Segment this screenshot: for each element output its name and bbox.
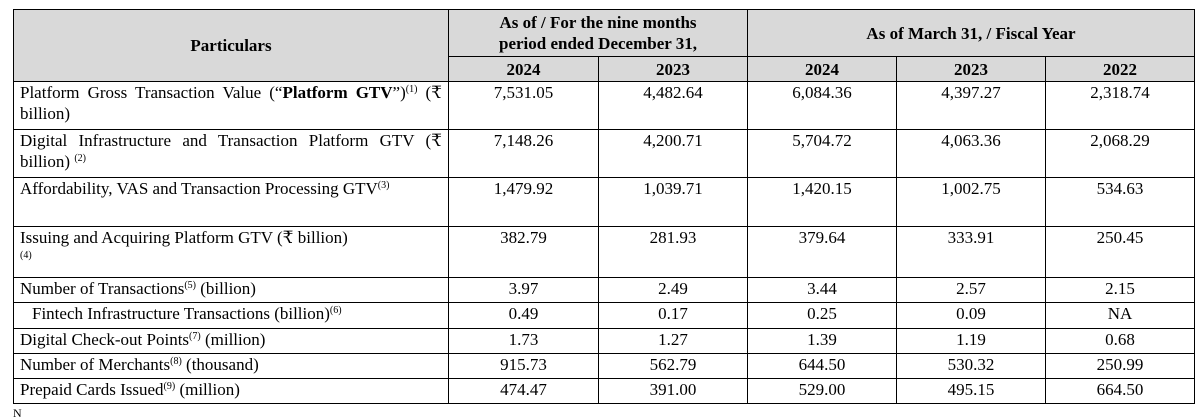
table-row: Digital Check-out Points(7) (million) 1.7… [13, 328, 1196, 354]
value-cell: 4,063.36 [896, 129, 1046, 178]
value-cell: 382.79 [448, 226, 599, 278]
year-header: 2023 [598, 56, 748, 82]
row-label-label-a: Number of Merchants [20, 355, 171, 374]
year-header: 2024 [448, 56, 599, 82]
value-cell: 2.49 [598, 277, 748, 303]
value-cell: NA [1044, 302, 1196, 329]
row-label: Affordability, VAS and Transaction Proce… [13, 177, 449, 227]
value-cell: 0.25 [747, 302, 897, 329]
value-cell: 0.17 [598, 302, 748, 329]
row-label-sup: (7) [189, 331, 201, 342]
year-header: 2022 [1044, 56, 1196, 82]
row-label-label-a: Digital Check-out Points [20, 330, 190, 349]
row-label: Fintech Infrastructure Transactions (bil… [13, 302, 449, 329]
value-cell: 333.91 [896, 226, 1046, 278]
value-cell: 281.93 [598, 226, 748, 278]
row-label-label-a: Fintech Infrastructure Transactions (bil… [32, 304, 330, 323]
row-label: Issuing and Acquiring Platform GTV (₹ bi… [13, 226, 449, 278]
year-header: 2023 [896, 56, 1046, 82]
value-cell: 0.09 [896, 302, 1046, 329]
table-row: Fintech Infrastructure Transactions (bil… [13, 302, 1196, 329]
value-cell: 4,200.71 [598, 129, 748, 178]
value-cell: 529.00 [747, 378, 897, 404]
value-cell: 4,482.64 [598, 81, 748, 130]
row-label-label-c: (billion) [196, 279, 256, 298]
trailing-note: N [13, 406, 22, 420]
table-row: Number of Transactions(5) (billion) 3.97 2… [13, 277, 1196, 303]
row-label: Number of Merchants(8) (thousand) [13, 353, 449, 379]
value-cell: 7,148.26 [448, 129, 599, 178]
value-cell: 250.45 [1044, 226, 1196, 278]
row-label-label-a: Platform Gross Transaction Value (“ [20, 83, 283, 102]
row-label-label-bold: Platform GTV [282, 83, 393, 102]
row-label-sup: (3) [377, 180, 390, 191]
row-label: Number of Transactions(5) (billion) [13, 277, 449, 303]
row-label: Prepaid Cards Issued(9) (million) [13, 378, 449, 404]
value-cell: 1,002.75 [896, 177, 1046, 227]
row-label: Digital Infrastructure and Transaction P… [13, 129, 449, 178]
value-cell: 6,084.36 [747, 81, 897, 130]
row-label-label-b: ”) [392, 83, 406, 102]
table-row: Affordability, VAS and Transaction Proce… [13, 177, 1196, 227]
value-cell: 2.15 [1044, 277, 1196, 303]
row-label-foot: (4) [20, 250, 32, 261]
value-cell: 1.19 [896, 328, 1046, 354]
row-label: Digital Check-out Points(7) (million) [13, 328, 449, 354]
value-cell: 0.68 [1044, 328, 1196, 354]
value-cell: 1,479.92 [448, 177, 599, 227]
table-row: Platform Gross Transaction Value (“Platf… [13, 81, 1196, 130]
row-label-sup: (2) [74, 153, 86, 164]
table-row: Prepaid Cards Issued(9) (million) 474.47 3… [13, 378, 1196, 404]
value-cell: 5,704.72 [747, 129, 897, 178]
value-cell: 1.27 [598, 328, 748, 354]
row-label-sup: (5) [184, 280, 196, 291]
value-cell: 915.73 [448, 353, 599, 379]
year-header: 2024 [747, 56, 897, 82]
value-cell: 474.47 [448, 378, 599, 404]
row-label-label-c: (million) [175, 380, 240, 399]
value-cell: 0.49 [448, 302, 599, 329]
row-label-label-a: Number of Transactions [20, 279, 185, 298]
value-cell: 1,039.71 [598, 177, 748, 227]
value-cell: 391.00 [598, 378, 748, 404]
row-label-label-c: (thousand) [181, 355, 259, 374]
value-cell: 664.50 [1044, 378, 1196, 404]
value-cell: 530.32 [896, 353, 1046, 379]
row-label-label-a: Prepaid Cards Issued [20, 380, 164, 399]
value-cell: 2,068.29 [1044, 129, 1196, 178]
row-label-sup: (6) [329, 305, 342, 316]
row-label-label-c: (₹ billion) [20, 83, 443, 123]
nine-months-group-header: As of / For the nine months period ended … [448, 9, 748, 57]
value-cell: 7,531.05 [448, 81, 599, 130]
row-label: Platform Gross Transaction Value (“Platf… [13, 81, 449, 130]
table-row: Digital Infrastructure and Transaction P… [13, 129, 1196, 178]
row-label-label-a: Digital Infrastructure and Transaction P… [20, 131, 442, 171]
row-label-sup: (8) [170, 356, 182, 367]
value-cell: 250.99 [1044, 353, 1196, 379]
value-cell: 495.15 [896, 378, 1046, 404]
metrics-table: Particulars As of / For the nine months p… [13, 9, 1196, 404]
value-cell: 644.50 [747, 353, 897, 379]
value-cell: 562.79 [598, 353, 748, 379]
table-row: Number of Merchants(8) (thousand) 915.73 5… [13, 353, 1196, 379]
value-cell: 3.97 [448, 277, 599, 303]
row-label-label-a: Affordability, VAS and Transaction Proce… [20, 179, 378, 198]
value-cell: 2,318.74 [1044, 81, 1196, 130]
value-cell: 1.39 [747, 328, 897, 354]
value-cell: 4,397.27 [896, 81, 1046, 130]
value-cell: 379.64 [747, 226, 897, 278]
row-label-sup: (1) [405, 84, 418, 95]
row-label-label-c: (million) [200, 330, 266, 349]
row-label-label-a: Issuing and Acquiring Platform GTV (₹ bi… [20, 228, 348, 247]
row-label-sup: (9) [163, 381, 176, 392]
value-cell: 1.73 [448, 328, 599, 354]
value-cell: 3.44 [747, 277, 897, 303]
value-cell: 534.63 [1044, 177, 1196, 227]
value-cell: 2.57 [896, 277, 1046, 303]
value-cell: 1,420.15 [747, 177, 897, 227]
particulars-header: Particulars [13, 9, 449, 82]
fiscal-year-group-header: As of March 31, / Fiscal Year [746, 9, 1196, 57]
table-row: Issuing and Acquiring Platform GTV (₹ bi… [13, 226, 1196, 278]
